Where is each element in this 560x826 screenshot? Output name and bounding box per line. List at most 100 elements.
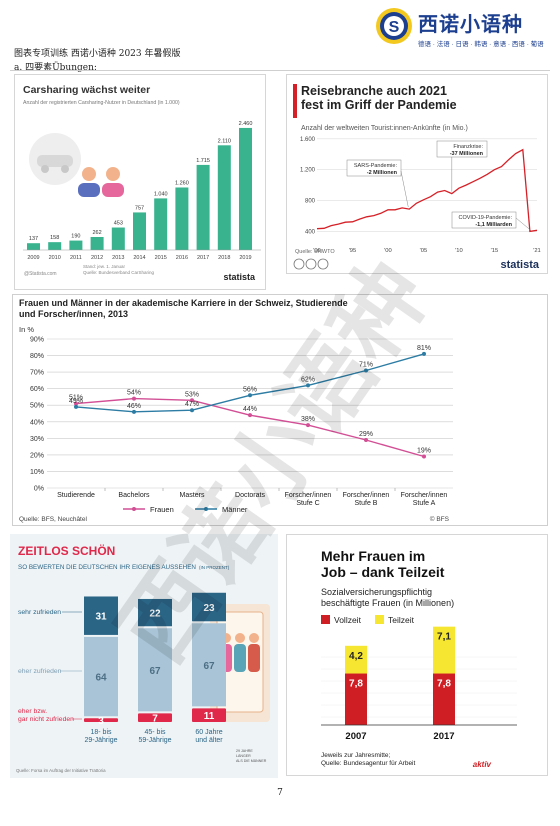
chart-subtitle: Anzahl der registrierten Carsharing-Nutz… (23, 100, 180, 106)
y-tick-label: 400 (305, 229, 316, 235)
bar-segment (84, 636, 118, 717)
y-axis-label: In % (19, 325, 34, 334)
y-tick-label: 800 (305, 199, 316, 205)
x-tick-label: 18- bis (90, 729, 112, 736)
bar-segment (192, 708, 226, 722)
data-label: 7,8 (437, 679, 451, 690)
tick-label: 2010 (49, 255, 61, 261)
data-label: 757 (135, 205, 144, 211)
legend-label: Vollzeit (334, 615, 362, 625)
annotation-box (346, 159, 402, 177)
x-tick-label: 29-Jährige (84, 737, 117, 744)
chart-subtitle-main: SO BEWERTEN DIE DEUTSCHEN IHR EIGENES AU… (18, 564, 196, 571)
data-label: 453 (114, 221, 123, 227)
y-tick-label: 1.200 (300, 168, 316, 174)
x-tick-label: Stufe A (413, 500, 436, 507)
data-label: 31 (95, 612, 107, 623)
data-point (248, 393, 252, 398)
x-tick-label: '21 (533, 248, 541, 254)
bar (111, 227, 125, 250)
brand-languages: 德语 · 法语 · 日语 · 韩语 · 意语 · 西语 · 葡语 (418, 41, 544, 48)
data-label: 44% (243, 406, 257, 413)
carsharing-chart: Carsharing wächst weiter Anzahl der regis… (23, 84, 261, 282)
wheel-icon (61, 165, 69, 173)
chart-source: Quelle: Bundesverband CarSharing (83, 270, 155, 275)
chart-footer: @Statista.com (24, 271, 57, 277)
bar (217, 145, 231, 250)
y-tick-label: 40% (30, 419, 44, 426)
data-label: 67 (149, 666, 161, 677)
data-label: 51% (69, 395, 83, 402)
x-tick-label: 45- bis (144, 729, 166, 736)
series-label: gar nicht zufrieden (18, 716, 74, 723)
car-icon (37, 155, 73, 167)
x-tick-label: '15 (491, 248, 499, 254)
data-point (248, 413, 252, 418)
appearance-chart: ZEITLOS SCHÖN SO BEWERTEN DIE DEUTSCHEN I… (16, 543, 270, 773)
chart-title: und Forscher/innen, 2013 (19, 309, 128, 319)
x-tick-label: Stufe B (355, 500, 378, 507)
data-label: 1.260 (175, 180, 189, 186)
data-label: 11 (204, 711, 215, 722)
section-heading: a. 四要素Übungen: (14, 63, 97, 73)
y-tick-label: 60% (30, 386, 44, 393)
data-label: 54% (127, 390, 141, 397)
bar-segment (345, 645, 367, 674)
chart-subtitle: Sozialversicherungspflichtig (321, 587, 432, 597)
data-label: 19% (417, 448, 431, 455)
series-label: eher zufrieden (18, 668, 62, 675)
man-icon-body (78, 183, 100, 197)
data-label: 47% (185, 401, 199, 408)
data-label: 62% (301, 376, 315, 383)
data-point (306, 383, 310, 388)
legend-label: Frauen (150, 505, 174, 514)
annotation-box (451, 211, 517, 229)
x-tick-label: Forscher/innen (285, 492, 332, 499)
side-note: ALS DIE MÄNNER (236, 759, 267, 763)
y-tick-label: 70% (30, 370, 44, 377)
series-label: eher bzw. (18, 708, 47, 715)
x-tick-label: '00 (384, 248, 392, 254)
person-icon-body (234, 644, 246, 672)
data-label: 4,2 (349, 651, 363, 662)
chart-source: Quelle: BFS, Neuchâtel (19, 516, 87, 523)
x-tick-label: Studierende (57, 492, 95, 499)
chart-title: ZEITLOS SCHÖN (18, 543, 115, 558)
x-tick-label: 2017 (433, 731, 454, 742)
bar-segment (345, 673, 367, 725)
data-label: 22 (149, 609, 161, 620)
bar-segment (138, 628, 172, 712)
tick-label: 2019 (239, 255, 251, 261)
x-tick-label: Forscher/innen (343, 492, 390, 499)
academic-career-chart: Frauen und Männer in der akademische Kar… (19, 298, 453, 523)
x-tick-label: '95 (349, 248, 357, 254)
tick-label: 2016 (176, 255, 188, 261)
chart-subtitle: beschäftigte Frauen (in Millionen) (321, 598, 454, 608)
annotation-value: -37 Millionen (450, 151, 484, 157)
bar-segment (84, 718, 118, 722)
data-label: 2.110 (218, 138, 231, 144)
academic-career-chart-panel: Frauen und Männer in der akademische Kar… (12, 294, 548, 526)
appearance-chart-panel: ZEITLOS SCHÖN SO BEWERTEN DIE DEUTSCHEN I… (10, 534, 278, 778)
chart-title: Mehr Frauen im (321, 548, 425, 564)
tick-label: 2009 (27, 255, 39, 261)
brand-logo: statista (500, 259, 539, 271)
brand-logo: aktiv (473, 760, 492, 769)
data-label: 3 (98, 716, 104, 727)
x-tick-label: '90 (313, 248, 321, 254)
carsharing-chart-panel: Carsharing wächst weiter Anzahl der regis… (14, 74, 266, 290)
bar-segment (138, 713, 172, 722)
bar (175, 187, 189, 250)
data-label: 262 (93, 230, 102, 236)
legend-swatch (321, 615, 330, 624)
data-label: 49% (69, 398, 83, 405)
x-tick-label: Bachelors (118, 492, 150, 499)
tick-label: 2014 (133, 255, 145, 261)
data-label: 29% (359, 431, 373, 438)
data-label: 7,1 (437, 632, 451, 643)
annotation-label: COVID-19-Pandemie: (459, 215, 513, 221)
legend-marker (204, 507, 208, 511)
chart-subtitle: SO BEWERTEN DIE DEUTSCHEN IHR EIGENES AU… (18, 564, 230, 571)
woman-icon-body (102, 183, 124, 197)
